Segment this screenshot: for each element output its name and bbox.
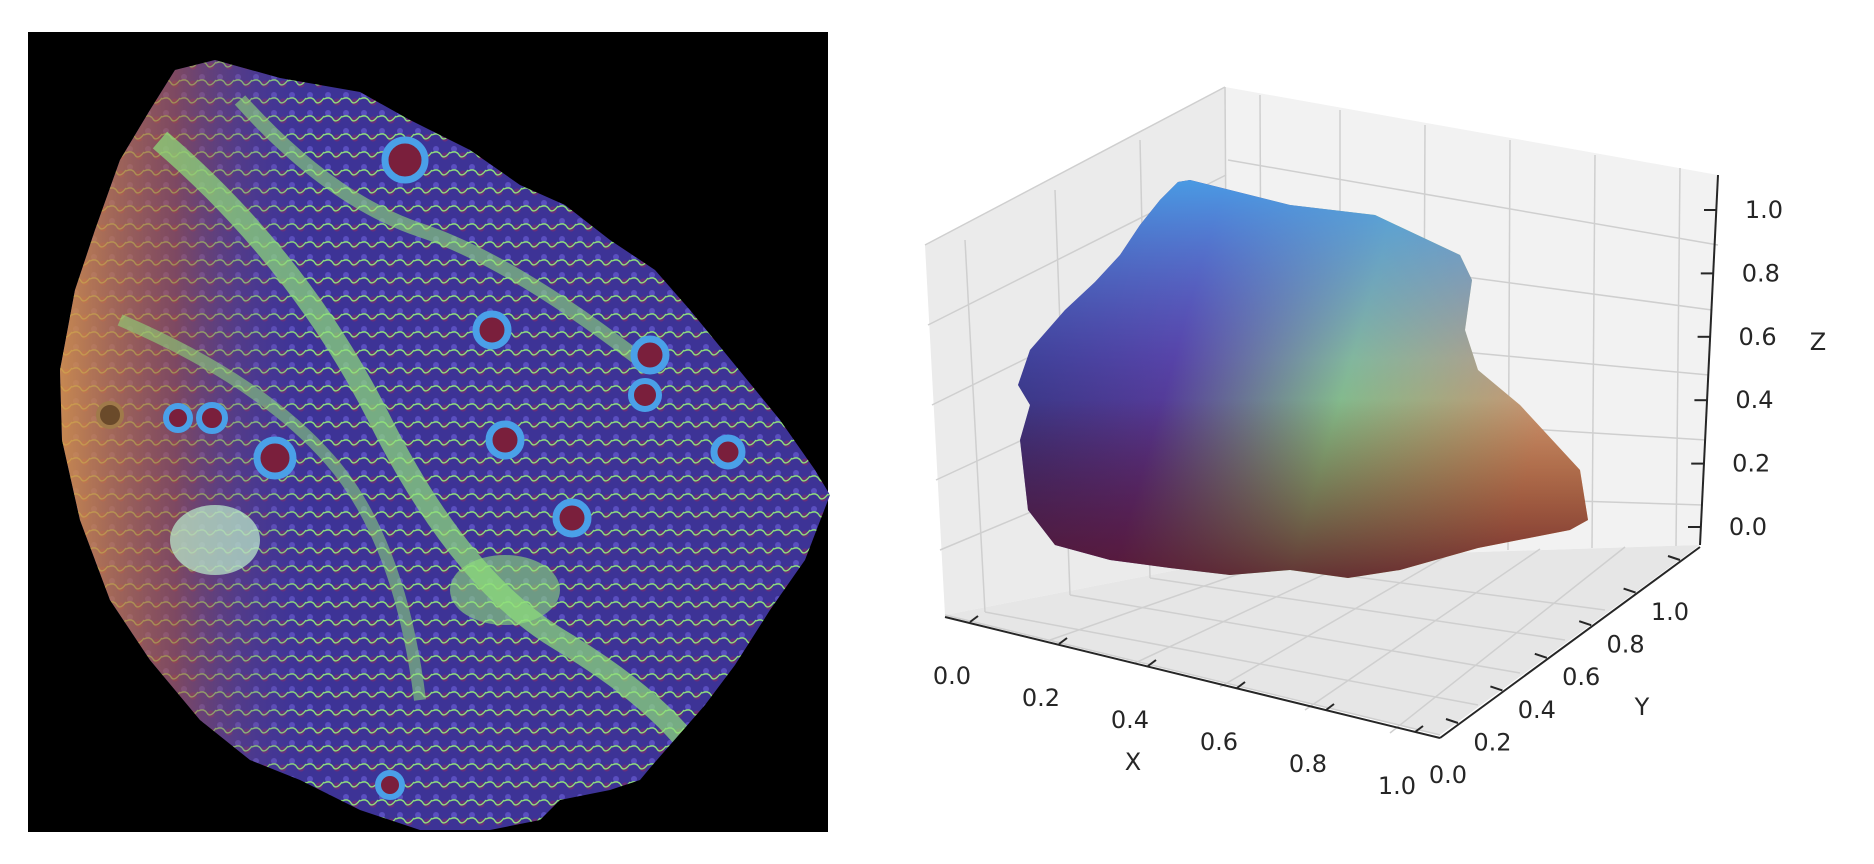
z-axis-tick-label: 0.0 <box>1729 513 1767 541</box>
z-axis-label: Z <box>1810 328 1826 356</box>
y-axis-tick-label: 0.8 <box>1607 631 1645 659</box>
x-axis-tick-mark <box>1236 681 1246 689</box>
y-axis-ticks: 0.00.20.40.60.81.0 <box>1429 555 1689 789</box>
y-axis-tick-mark <box>1445 718 1459 724</box>
z-axis-line <box>1699 174 1719 546</box>
x-axis-tick-mark <box>1058 637 1068 645</box>
axis-lines <box>944 174 1719 739</box>
y-axis-tick-label: 0.4 <box>1518 696 1556 724</box>
vessel-cross-sections <box>96 136 746 800</box>
y-axis-tick-mark <box>1490 685 1503 692</box>
y-axis-tick-label: 0.6 <box>1562 663 1600 691</box>
scatter3d-panel: 0.00.20.40.60.81.0 0.00.20.40.60.81.0 0.… <box>924 86 1826 800</box>
x-axis-tick-mark <box>1414 725 1424 733</box>
x-axis-tick-label: 0.0 <box>933 662 971 690</box>
y-axis-tick-label: 0.0 <box>1429 761 1467 789</box>
y-axis-tick-mark <box>1667 555 1681 561</box>
y-axis-tick-mark <box>1623 587 1636 594</box>
y-axis-label: Y <box>1634 693 1650 721</box>
x-axis-line <box>944 616 1441 739</box>
x-axis-tick-label: 0.2 <box>1022 684 1060 712</box>
y-axis-tick-mark <box>1534 652 1548 659</box>
z-axis-tick-label: 0.8 <box>1742 259 1780 287</box>
x-axis-tick-mark <box>1325 703 1335 711</box>
y-axis-tick-label: 0.2 <box>1473 728 1511 756</box>
tissue-image-panel <box>28 32 830 832</box>
x-axis-tick-label: 0.4 <box>1111 706 1149 734</box>
z-axis-tick-label: 0.2 <box>1732 450 1770 478</box>
x-axis-tick-mark <box>1147 659 1157 667</box>
y-axis-tick-mark <box>1578 620 1592 627</box>
x-axis-tick-label: 1.0 <box>1378 772 1416 800</box>
z-axis-tick-label: 0.4 <box>1735 386 1773 414</box>
x-axis-ticks: 0.0 0.2 0.4 0.6 0.8 1.0 <box>933 615 1424 800</box>
z-axis-ticks: 0.0 0.2 0.4 0.6 0.8 1.0 <box>1688 196 1783 541</box>
x-axis-label: X <box>1125 748 1141 776</box>
y-axis-line <box>1439 546 1701 739</box>
x-axis-tick-mark <box>969 615 979 623</box>
z-axis-tick-label: 0.6 <box>1739 323 1777 351</box>
point-cloud <box>1018 180 1588 578</box>
x-axis-tick-label: 0.8 <box>1289 750 1327 778</box>
y-axis-tick-label: 1.0 <box>1651 598 1689 626</box>
x-axis-tick-label: 0.6 <box>1200 728 1238 756</box>
z-axis-tick-label: 1.0 <box>1745 196 1783 224</box>
